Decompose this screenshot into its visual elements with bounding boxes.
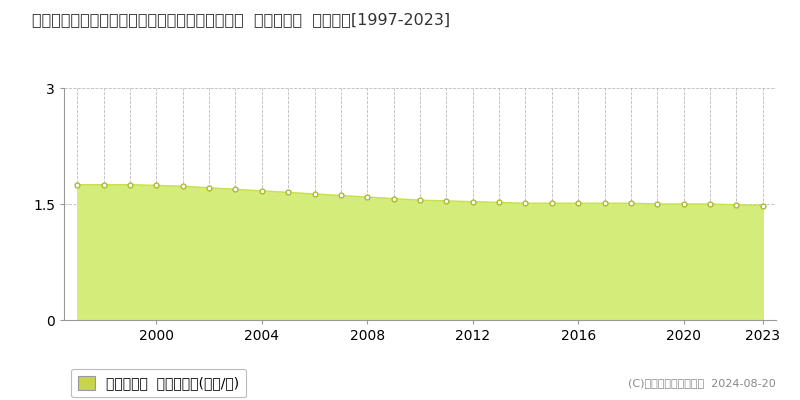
Text: (C)土地価格ドットコム  2024-08-20: (C)土地価格ドットコム 2024-08-20 bbox=[628, 378, 776, 388]
Text: 福島県東白川郡鮫川村大字渡瀬字中野町３１番２  基準地価格  地価推移[1997-2023]: 福島県東白川郡鮫川村大字渡瀬字中野町３１番２ 基準地価格 地価推移[1997-2… bbox=[32, 12, 450, 27]
Legend: 基準地価格  平均坪単価(万円/坪): 基準地価格 平均坪単価(万円/坪) bbox=[71, 369, 246, 397]
